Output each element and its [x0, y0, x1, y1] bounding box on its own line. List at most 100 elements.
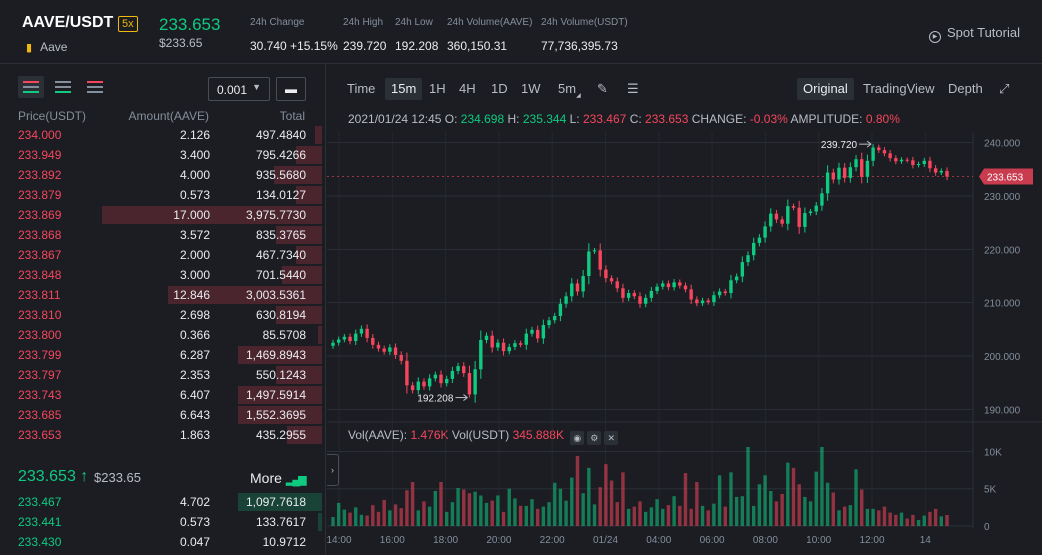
coin-name-label[interactable]: Aave — [40, 40, 68, 54]
interval-1d[interactable]: 1D — [491, 81, 508, 96]
indicator-settings-button[interactable]: ☰ — [621, 78, 645, 100]
interval-1h[interactable]: 1H — [429, 81, 446, 96]
candle-body — [535, 329, 540, 339]
candle-body — [757, 237, 762, 243]
interval-15m[interactable]: 15m — [385, 78, 423, 100]
volume-bar — [899, 512, 904, 526]
order-price: 234.000 — [18, 128, 62, 142]
settings-icon[interactable]: ⚙ — [587, 431, 602, 445]
ask-row[interactable]: 233.800 0.366 85.5708 — [0, 325, 326, 345]
ask-row[interactable]: 234.000 2.126 497.4840 — [0, 125, 326, 145]
bid-row[interactable]: 233.441 0.573 133.7617 — [0, 512, 326, 532]
volume-bar — [570, 477, 574, 526]
candle-body — [524, 333, 528, 345]
ask-row[interactable]: 233.810 2.698 630.8194 — [0, 305, 326, 325]
leverage-badge[interactable]: 5x — [118, 16, 138, 32]
eye-icon[interactable]: ◉ — [570, 431, 585, 445]
candlestick-chart[interactable]: 240.000 230.000 220.000 210.000 200.000 190.0… — [327, 64, 1042, 555]
view-tradingview[interactable]: TradingView — [863, 81, 935, 96]
candle-body — [587, 251, 591, 276]
ohlc-amplitude: 0.80% — [865, 112, 900, 126]
order-total: 935.5680 — [255, 168, 306, 182]
volume-bar — [678, 505, 682, 526]
depth-bar — [295, 186, 322, 204]
more-button[interactable]: More ▂▄▆ — [250, 470, 307, 486]
candle-body — [786, 206, 790, 224]
ask-row[interactable]: 233.797 2.353 550.1243 — [0, 365, 326, 385]
order-price: 233.810 — [18, 308, 62, 322]
volume-bar — [894, 514, 898, 526]
ask-row[interactable]: 233.685 6.643 1,552.3695 — [0, 405, 326, 425]
candle-body — [359, 328, 364, 334]
last-price: 233.653 — [159, 15, 221, 34]
volume-bar — [575, 455, 580, 526]
candle-body — [604, 269, 608, 279]
bid-row[interactable]: 233.467 4.702 1,097.7618 — [0, 492, 326, 512]
volume-bar — [916, 520, 921, 526]
ask-row[interactable]: 233.868 3.572 835.3765 — [0, 225, 326, 245]
volume-bar — [513, 498, 517, 526]
precision-select[interactable]: 0.001 ▼ — [208, 77, 270, 101]
spot-tutorial-link[interactable]: ▶ Spot Tutorial — [929, 25, 1020, 43]
book-view-both-button[interactable] — [18, 76, 44, 98]
aave-coin-icon: ▮ — [26, 42, 33, 54]
ask-row[interactable]: 233.799 6.287 1,469.8943 — [0, 345, 326, 365]
ask-row[interactable]: 233.867 2.000 467.7340 — [0, 245, 326, 265]
volume-bar — [376, 511, 381, 526]
book-view-asks-button[interactable] — [82, 76, 108, 98]
fullscreen-button[interactable]: ⤢ — [993, 78, 1015, 100]
interval-time[interactable]: Time — [347, 81, 376, 96]
order-amount: 3.572 — [179, 228, 210, 242]
close-icon[interactable]: ✕ — [604, 431, 619, 445]
candle-body — [814, 205, 818, 212]
volume-bar — [336, 502, 341, 526]
candle-body — [621, 288, 625, 298]
ask-row[interactable]: 233.743 6.407 1,497.5914 — [0, 385, 326, 405]
candle-body — [666, 283, 671, 288]
interval-4h[interactable]: 4H — [459, 81, 476, 96]
depth-bar — [275, 306, 322, 324]
volume-bar — [445, 511, 449, 526]
view-depth[interactable]: Depth — [948, 81, 983, 96]
ask-row[interactable]: 233.811 12.846 3,003.5361 — [0, 285, 326, 305]
order-total: 1,469.8943 — [245, 348, 306, 362]
candle-body — [490, 335, 494, 348]
volume-bar — [729, 472, 733, 526]
volume-bar — [530, 499, 534, 526]
ask-row[interactable]: 233.848 3.000 701.5440 — [0, 265, 326, 285]
print-button[interactable]: ▬ — [276, 77, 306, 101]
volume-bar — [473, 491, 477, 526]
volume-bar — [496, 495, 500, 526]
order-amount: 6.287 — [179, 348, 210, 362]
candle-body — [547, 320, 551, 326]
interval-5m-dropdown[interactable]: 5m◢ — [558, 81, 581, 99]
ask-row[interactable]: 233.869 17.000 3,975.7730 — [0, 205, 326, 225]
depth-bar — [238, 346, 322, 364]
candle-body — [433, 374, 438, 379]
fullscreen-icon: ⤢ — [999, 81, 1010, 96]
printer-icon: ▬ — [285, 82, 297, 96]
draw-pencil-button[interactable]: ✎ — [591, 78, 614, 100]
order-total: 10.9712 — [262, 535, 306, 549]
ask-row[interactable]: 233.879 0.573 134.0127 — [0, 185, 326, 205]
candle-body — [769, 213, 773, 227]
candle-body — [388, 347, 392, 352]
interval-1w[interactable]: 1W — [521, 81, 541, 96]
sliders-icon: ☰ — [627, 81, 639, 96]
pair-title[interactable]: AAVE/USDT — [22, 14, 114, 31]
ask-row[interactable]: 233.892 4.000 935.5680 — [0, 165, 326, 185]
candle-body — [763, 226, 767, 238]
collapse-book-toggle[interactable]: › — [327, 454, 339, 486]
volume-bar — [803, 496, 807, 526]
bid-row[interactable]: 233.430 0.047 10.9712 — [0, 532, 326, 552]
ohlc-open: 234.698 — [460, 112, 505, 126]
view-original[interactable]: Original — [797, 78, 854, 100]
book-view-bids-button[interactable] — [50, 76, 76, 98]
chart-panel: Time 15m 1H 4H 1D 1W 5m◢ ✎ ☰ Original Tr… — [327, 64, 1042, 555]
order-price: 233.949 — [18, 148, 62, 162]
depth-bar — [317, 326, 322, 344]
ask-row[interactable]: 233.949 3.400 795.4266 — [0, 145, 326, 165]
volume-bar — [882, 506, 887, 526]
price-tick-label: 200.000 — [984, 352, 1021, 363]
ask-row[interactable]: 233.653 1.863 435.2955 — [0, 425, 326, 445]
